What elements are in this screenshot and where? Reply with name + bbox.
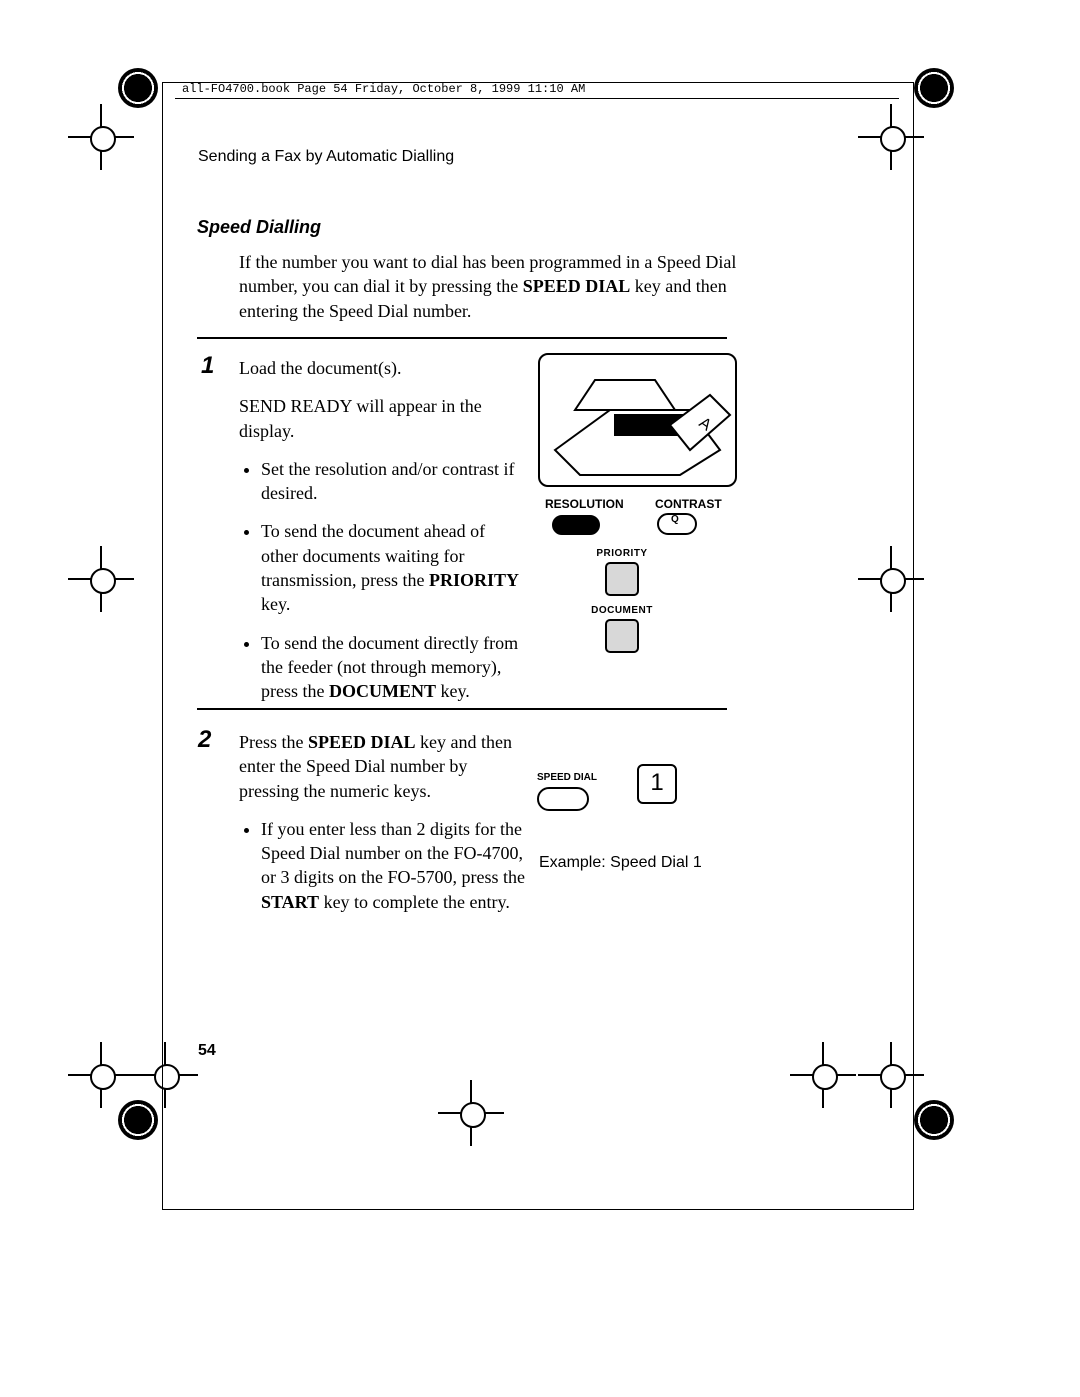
section-title: Speed Dialling bbox=[197, 217, 321, 238]
bullet: Set the resolution and/or contrast if de… bbox=[261, 457, 519, 506]
text-bold: SPEED DIAL bbox=[308, 732, 416, 752]
page-number: 54 bbox=[198, 1042, 216, 1060]
regmark-icon bbox=[118, 1100, 158, 1140]
speed-dial-illustration: SPEED DIAL 1 bbox=[537, 772, 737, 783]
step-number: 2 bbox=[198, 726, 211, 754]
text: Press the SPEED DIAL key and then enter … bbox=[239, 730, 529, 803]
header-rule bbox=[175, 98, 899, 99]
text: key. bbox=[436, 681, 470, 701]
text: key to complete the entry. bbox=[319, 892, 510, 912]
fax-illustration: A bbox=[538, 353, 737, 487]
label-priority: PRIORITY bbox=[592, 548, 652, 559]
running-section-title: Sending a Fax by Automatic Dialling bbox=[198, 148, 454, 166]
divider bbox=[197, 708, 727, 710]
text-bold: PRIORITY bbox=[429, 570, 519, 590]
intro-paragraph: If the number you want to dial has been … bbox=[239, 250, 779, 323]
text-bold: DOCUMENT bbox=[329, 681, 436, 701]
divider bbox=[197, 337, 727, 339]
example-caption: Example: Speed Dial 1 bbox=[539, 854, 702, 872]
step-2-body: Press the SPEED DIAL key and then enter … bbox=[239, 730, 529, 928]
label-contrast: CONTRAST bbox=[655, 497, 722, 511]
text: SEND READY will appear in the display. bbox=[239, 394, 519, 443]
step-number: 1 bbox=[201, 352, 214, 380]
contrast-q-label: Q bbox=[671, 514, 679, 525]
text: Press the bbox=[239, 732, 308, 752]
numeric-key-icon: 1 bbox=[637, 764, 677, 804]
priority-key: PRIORITY bbox=[592, 548, 652, 596]
step-1-body: Load the document(s). SEND READY will ap… bbox=[239, 356, 519, 718]
regmark-icon bbox=[118, 68, 158, 108]
bullet: To send the document ahead of other docu… bbox=[261, 519, 519, 616]
bullet: If you enter less than 2 digits for the … bbox=[261, 817, 529, 914]
speed-dial-key-icon bbox=[537, 787, 589, 811]
label-document: DOCUMENT bbox=[590, 605, 654, 616]
regmark-icon bbox=[914, 68, 954, 108]
document-key-icon bbox=[605, 619, 639, 653]
text: key. bbox=[261, 594, 290, 614]
label-resolution: RESOLUTION bbox=[545, 497, 624, 511]
resolution-key-icon bbox=[552, 515, 600, 535]
text-bold: START bbox=[261, 892, 319, 912]
document-key: DOCUMENT bbox=[590, 605, 654, 653]
regmark-icon bbox=[914, 1100, 954, 1140]
text: Load the document(s). bbox=[239, 356, 519, 380]
text: If you enter less than 2 digits for the … bbox=[261, 819, 525, 888]
bullet: To send the document directly from the f… bbox=[261, 631, 519, 704]
header-stamp: all-FO4700.book Page 54 Friday, October … bbox=[182, 82, 585, 96]
priority-key-icon bbox=[605, 562, 639, 596]
text-bold: SPEED DIAL bbox=[523, 276, 631, 296]
